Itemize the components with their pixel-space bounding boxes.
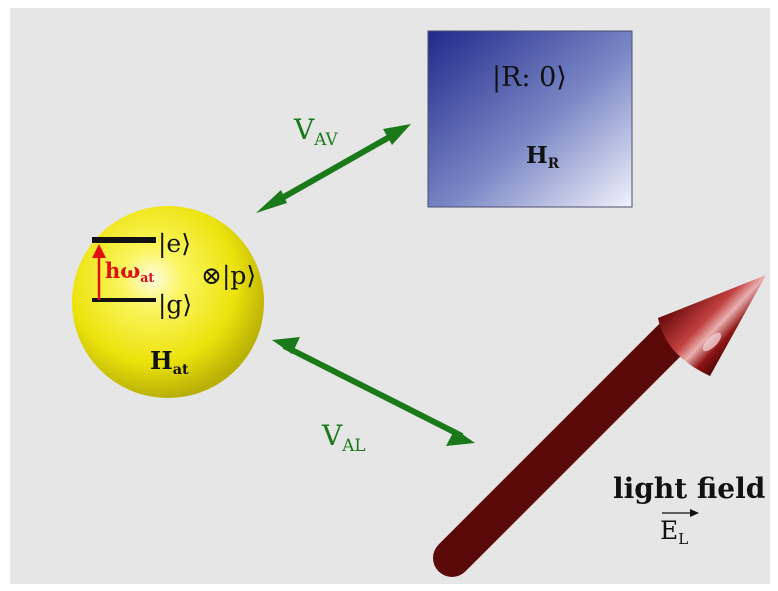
electric-field-label: EL [660, 516, 689, 549]
transition-energy-label: hωat [105, 258, 155, 286]
laser-arrow-head-atom [272, 337, 300, 354]
ground-state-label: |g⟩ [158, 290, 193, 319]
atom-sphere [72, 206, 264, 398]
reservoir-box [427, 30, 633, 208]
light-field-label: light field [613, 472, 766, 505]
laser-arrow-head-field [446, 429, 475, 446]
excited-state-label: |e⟩ [158, 229, 191, 258]
vacuum-coupling-line [266, 128, 402, 209]
vacuum-arrow-head-reservoir [383, 124, 411, 145]
transition-arrow-head [92, 244, 106, 258]
light-field-arrow-shaft [433, 315, 695, 577]
light-field-arrow-head [658, 275, 766, 376]
momentum-state-label: ⊗|p⟩ [201, 261, 257, 290]
excited-level-line [92, 237, 156, 243]
vector-arrow-head [690, 509, 699, 517]
laser-coupling-line [282, 343, 464, 439]
laser-coupling-label: VAL [322, 419, 366, 455]
light-field-highlight [702, 332, 722, 352]
atom-hamiltonian-label: Hat [150, 346, 189, 379]
vacuum-coupling-label: VAV [294, 113, 338, 149]
reservoir-hamiltonian-label: HR [526, 142, 560, 172]
vacuum-arrow-head-atom [256, 190, 287, 213]
reservoir-state-label: |R: 0⟩ [492, 62, 567, 93]
ground-level-line [92, 298, 156, 302]
